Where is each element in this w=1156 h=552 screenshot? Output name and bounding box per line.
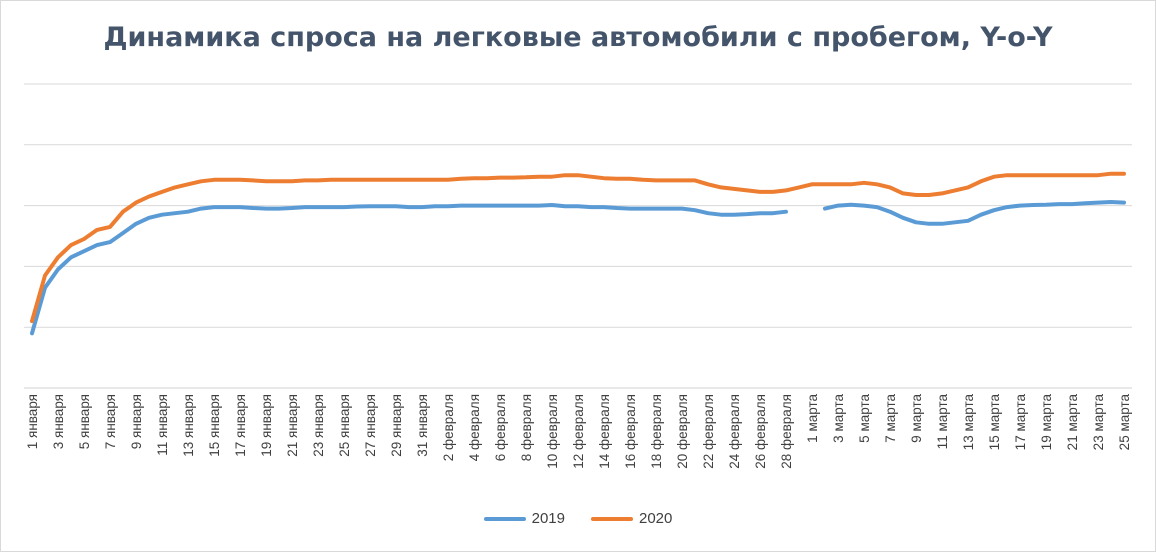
x-tick-label: 1 января	[25, 394, 40, 449]
x-tick-label: 17 января	[233, 394, 248, 457]
x-tick-label: 5 марта	[857, 394, 872, 443]
x-tick-label: 6 февраля	[493, 394, 508, 461]
legend-item-2020: 2020	[591, 510, 672, 527]
x-tick-label: 12 февраля	[571, 394, 586, 469]
series-line-2020	[30, 171, 1126, 324]
x-tick-label: 23 марта	[1091, 394, 1106, 451]
legend-label-2019: 2019	[531, 510, 565, 527]
x-tick-label: 15 января	[207, 394, 222, 457]
x-tick-label: 16 февраля	[623, 394, 638, 469]
x-tick-label: 4 февраля	[467, 394, 482, 461]
x-tick-label: 28 февраля	[779, 394, 794, 469]
x-tick-label: 9 января	[129, 394, 144, 449]
x-tick-label: 9 марта	[909, 394, 924, 443]
x-tick-label: 3 марта	[831, 394, 846, 443]
x-tick-label: 7 января	[103, 394, 118, 449]
x-tick-label: 10 февраля	[545, 394, 560, 469]
x-tick-label: 24 февраля	[727, 394, 742, 469]
x-tick-label: 13 марта	[961, 394, 976, 451]
x-tick-label: 22 февраля	[701, 394, 716, 469]
x-tick-label: 13 января	[181, 394, 196, 457]
x-tick-label: 25 января	[337, 394, 352, 457]
chart-title: Динамика спроса на легковые автомобили с…	[103, 22, 1053, 53]
x-tick-label: 14 февраля	[597, 394, 612, 469]
legend: 2019 2020	[0, 510, 1156, 527]
series-lines	[30, 171, 1126, 336]
x-tick-label: 3 января	[51, 394, 66, 449]
x-tick-label: 26 февраля	[753, 394, 768, 469]
legend-label-2020: 2020	[639, 510, 673, 527]
x-tick-label: 7 марта	[883, 394, 898, 443]
x-tick-label: 17 марта	[1013, 394, 1028, 451]
x-tick-label: 25 марта	[1117, 394, 1132, 451]
x-tick-label: 18 февраля	[649, 394, 664, 469]
x-tick-label: 27 января	[363, 394, 378, 457]
x-tick-label: 20 февраля	[675, 394, 690, 469]
x-tick-label: 31 января	[415, 394, 430, 457]
legend-swatch-2019	[483, 516, 526, 521]
x-tick-label: 19 марта	[1039, 394, 1054, 451]
x-tick-label: 8 февраля	[519, 394, 534, 461]
x-tick-label: 2 февраля	[441, 394, 456, 461]
x-tick-label: 11 января	[155, 394, 170, 456]
gridlines	[24, 83, 1132, 389]
legend-swatch-2020	[591, 516, 633, 521]
series-line-2019	[30, 200, 1126, 336]
x-tick-label: 29 января	[389, 394, 404, 457]
x-tick-label: 1 марта	[805, 394, 820, 443]
x-tick-label: 19 января	[259, 394, 274, 457]
legend-item-2019: 2019	[483, 510, 565, 527]
x-tick-label: 15 марта	[987, 394, 1002, 451]
x-tick-label: 5 января	[77, 394, 92, 449]
x-axis-tick-labels: 1 января 3 января 5 января 7 января 9 января…	[25, 394, 1132, 469]
x-tick-label: 21 марта	[1065, 394, 1080, 451]
x-tick-label: 23 января	[311, 394, 326, 457]
x-tick-label: 21 января	[285, 394, 300, 457]
x-tick-label: 11 марта	[935, 394, 950, 450]
